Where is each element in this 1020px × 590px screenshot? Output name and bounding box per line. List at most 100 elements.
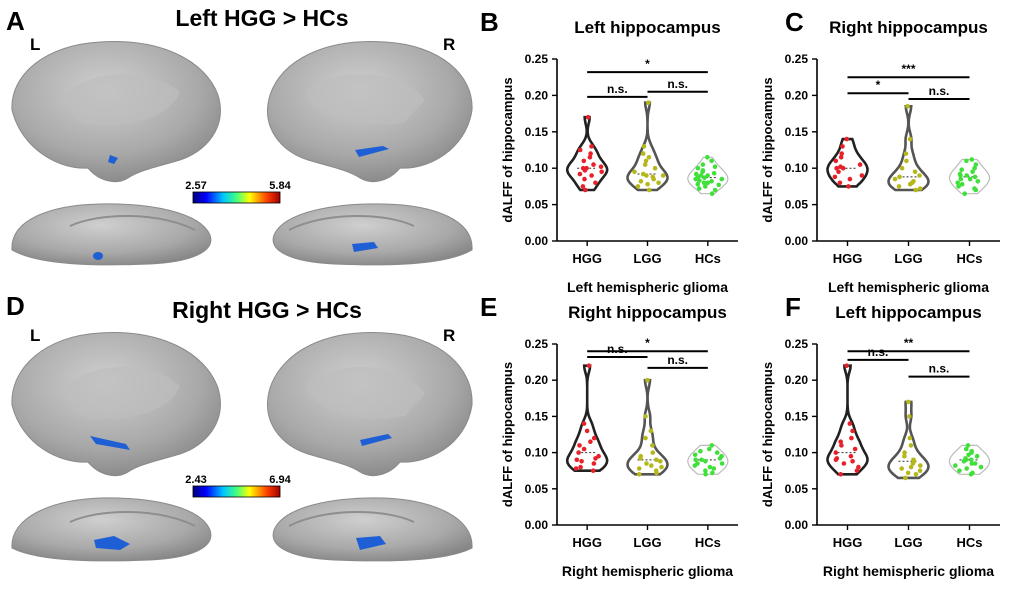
data-point-hcs <box>695 181 701 187</box>
data-point-lgg <box>913 472 919 477</box>
data-point-lgg <box>632 169 637 175</box>
data-point-hgg <box>578 464 583 470</box>
significance-label: *** <box>901 62 915 76</box>
y-tick-label: 0.15 <box>525 409 549 423</box>
data-point-lgg <box>902 453 907 459</box>
data-point-lgg <box>648 428 654 434</box>
data-point-hcs <box>705 173 710 178</box>
data-point-hcs <box>703 472 708 477</box>
data-point-hcs <box>719 176 725 182</box>
data-point-hcs <box>696 186 702 191</box>
violin-hgg <box>565 364 609 472</box>
data-point-lgg <box>660 173 666 178</box>
data-point-hcs <box>707 446 712 452</box>
data-point-hcs <box>964 466 969 471</box>
data-point-hcs <box>707 464 713 470</box>
data-point-lgg <box>638 179 644 184</box>
x-axis-label: Left hemispheric glioma <box>567 279 728 295</box>
panel-d: D Right HGG > HCs L R 2.43 6.94 <box>6 291 473 562</box>
data-point-lgg <box>650 174 656 180</box>
data-point-hgg <box>573 466 579 471</box>
brain-medial-left-d <box>11 332 221 477</box>
data-point-hgg <box>832 174 838 180</box>
data-point-hcs <box>710 470 715 476</box>
data-point-hgg <box>859 173 865 178</box>
data-point-hcs <box>719 461 725 466</box>
data-point-lgg <box>650 443 655 448</box>
activation-blob <box>355 146 389 157</box>
data-point-hcs <box>969 157 975 162</box>
chart-title: Right hippocampus <box>829 18 988 37</box>
significance-label: n.s. <box>607 342 628 356</box>
colorbar-max-label: 5.84 <box>269 180 291 192</box>
data-point-lgg <box>899 466 904 471</box>
data-point-hgg <box>583 187 588 193</box>
data-point-hcs <box>964 158 969 164</box>
data-point-lgg <box>905 470 911 476</box>
data-point-hcs <box>700 162 706 167</box>
data-point-lgg <box>902 450 907 455</box>
y-tick-label: 0.20 <box>525 88 549 102</box>
data-point-hgg <box>598 164 604 169</box>
data-point-lgg <box>907 414 912 419</box>
data-point-lgg <box>907 435 913 441</box>
data-point-hcs <box>712 187 718 193</box>
violin-hgg <box>826 364 869 476</box>
data-point-hgg <box>844 363 849 369</box>
data-point-hgg <box>838 472 843 477</box>
data-point-hcs <box>970 169 975 175</box>
data-point-lgg <box>650 450 656 455</box>
data-point-hcs <box>974 453 980 459</box>
colorbar-max-label: 6.94 <box>269 474 291 486</box>
data-point-hcs <box>709 191 715 196</box>
data-point-lgg <box>640 171 646 177</box>
data-point-hcs <box>695 165 701 171</box>
data-point-hcs <box>964 173 970 178</box>
y-tick-label: 0.20 <box>525 373 549 387</box>
brain-ventral-left-d <box>11 497 212 562</box>
violin-hgg <box>826 137 869 188</box>
data-point-hgg <box>588 439 593 445</box>
data-point-lgg <box>911 457 916 463</box>
data-point-hgg <box>839 151 844 156</box>
data-point-lgg <box>906 399 911 405</box>
data-point-hgg <box>581 158 587 164</box>
x-tick-label: LGG <box>633 535 661 550</box>
chart-title: Right hippocampus <box>568 303 727 322</box>
data-point-hgg <box>833 158 839 164</box>
data-point-hcs <box>697 178 702 183</box>
y-tick-label: 0.25 <box>785 337 809 351</box>
data-point-hcs <box>969 461 975 466</box>
activation-blob <box>90 436 130 450</box>
x-tick-label: HCs <box>695 251 721 266</box>
y-tick-label: 0.10 <box>525 446 549 460</box>
violin-hcs <box>687 156 729 195</box>
data-point-hcs <box>969 448 974 454</box>
data-point-hgg <box>593 180 598 186</box>
data-point-hcs <box>965 443 971 448</box>
y-tick-label: 0.25 <box>525 337 549 351</box>
data-point-hcs <box>963 456 968 461</box>
data-point-hcs <box>701 180 707 186</box>
data-point-lgg <box>917 468 923 474</box>
x-tick-label: HCs <box>956 535 982 550</box>
data-point-lgg <box>642 162 648 167</box>
data-point-lgg <box>903 151 909 156</box>
data-point-lgg <box>646 155 652 160</box>
data-point-hgg <box>850 459 855 464</box>
panel-a-title: Left HGG > HCs <box>175 5 348 31</box>
activation-blob <box>108 155 118 164</box>
data-point-hcs <box>711 171 717 176</box>
data-point-hcs <box>703 468 708 474</box>
violin-hcs <box>687 444 729 475</box>
y-tick-label: 0.00 <box>525 518 549 532</box>
data-point-hgg <box>580 165 586 171</box>
data-point-hgg <box>584 165 589 171</box>
colorbar-d: 2.43 6.94 <box>185 474 292 498</box>
data-point-lgg <box>649 463 654 468</box>
data-point-lgg <box>645 181 650 187</box>
data-point-lgg <box>918 463 923 468</box>
data-point-lgg <box>654 457 659 463</box>
data-point-lgg <box>644 461 649 466</box>
data-point-lgg <box>908 443 914 448</box>
